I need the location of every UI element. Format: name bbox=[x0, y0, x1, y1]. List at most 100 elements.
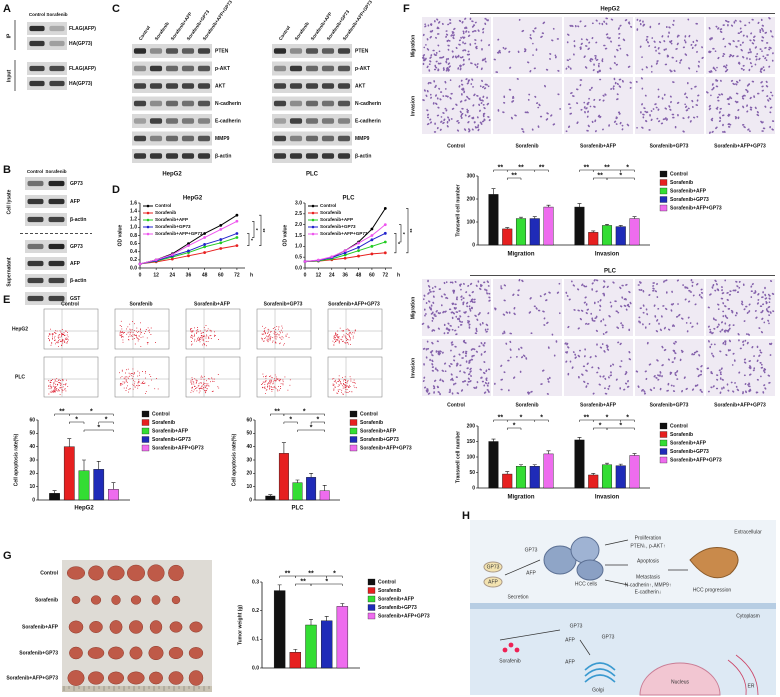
blot-band bbox=[149, 135, 163, 142]
significance: * bbox=[540, 414, 543, 421]
blot-band bbox=[165, 48, 179, 54]
diagram-text: GP73 bbox=[525, 547, 538, 553]
point bbox=[203, 251, 207, 254]
diagram-text: Extracellular bbox=[734, 529, 762, 535]
bracket bbox=[247, 233, 250, 246]
error-bar bbox=[82, 459, 86, 471]
point bbox=[203, 243, 207, 246]
blot-band bbox=[305, 153, 319, 159]
error-bar bbox=[532, 216, 537, 219]
cells bbox=[706, 79, 775, 134]
bar bbox=[306, 477, 317, 501]
legend-swatch bbox=[659, 456, 668, 464]
band-label: GST bbox=[70, 296, 80, 302]
tumor bbox=[107, 671, 125, 685]
significance: ** bbox=[300, 578, 306, 585]
point bbox=[235, 219, 239, 223]
legend-marker bbox=[311, 204, 315, 208]
legend-label: Sorafenib bbox=[152, 420, 175, 426]
significance: * bbox=[520, 414, 523, 421]
error-bar bbox=[505, 471, 510, 475]
row-label: Sorafenib+GP73 bbox=[19, 650, 58, 656]
blot-band bbox=[337, 118, 351, 124]
error-bar bbox=[618, 225, 623, 227]
flow-dots bbox=[190, 325, 219, 347]
significance: * bbox=[90, 408, 93, 415]
y-tick-label: 1.6 bbox=[130, 200, 137, 206]
tumor bbox=[149, 620, 163, 634]
legend-label: Control bbox=[378, 579, 396, 585]
x-tick-label: Migration bbox=[508, 252, 535, 258]
legend-label: Control bbox=[670, 171, 688, 177]
bracket bbox=[506, 177, 522, 180]
y-tick-label: 0.0 bbox=[252, 665, 259, 671]
point bbox=[138, 262, 142, 266]
cells bbox=[564, 341, 631, 395]
significance: ** bbox=[285, 570, 291, 577]
legend-label: Control bbox=[320, 203, 336, 208]
legend-label: Sorafenib bbox=[360, 420, 383, 426]
bar bbox=[574, 439, 585, 489]
blot-band bbox=[133, 118, 147, 124]
legend-marker bbox=[311, 225, 315, 229]
blot-band bbox=[149, 153, 163, 159]
blot-strip bbox=[27, 77, 67, 90]
legend-label: Sorafenib+AFP bbox=[320, 217, 353, 222]
flow-dots bbox=[190, 374, 220, 394]
blot-band bbox=[305, 65, 319, 72]
bracket bbox=[283, 413, 325, 416]
point bbox=[343, 249, 347, 253]
significance: * bbox=[325, 578, 328, 585]
error-bar bbox=[591, 230, 596, 233]
error-bar bbox=[605, 224, 609, 226]
tumor bbox=[130, 595, 142, 605]
y-tick-label: 0.4 bbox=[130, 249, 137, 255]
flow-plot bbox=[327, 308, 383, 350]
legend-label: Sorafenib+GP73 bbox=[155, 224, 191, 229]
point bbox=[357, 241, 360, 245]
legend-swatch bbox=[141, 427, 150, 435]
band-label: HA(GP73) bbox=[69, 81, 93, 87]
hcc-cell bbox=[570, 536, 600, 564]
blot-band bbox=[165, 100, 179, 107]
protein-label: E-cadherin bbox=[355, 118, 381, 124]
point bbox=[316, 258, 320, 262]
error-bar bbox=[577, 203, 582, 208]
cells bbox=[706, 339, 773, 395]
significance: ** bbox=[518, 164, 524, 171]
tumor bbox=[68, 620, 84, 634]
bar bbox=[305, 624, 317, 669]
bar bbox=[529, 466, 540, 489]
secreted-protein bbox=[483, 576, 503, 588]
y-tick-label: 3.0 bbox=[295, 200, 302, 206]
bar bbox=[488, 194, 499, 246]
cells bbox=[565, 17, 633, 74]
blot-band bbox=[29, 80, 45, 87]
legend-label: Control bbox=[670, 423, 688, 429]
blot-band bbox=[27, 216, 44, 223]
transwell-image bbox=[422, 17, 491, 74]
protein-label: β-actin bbox=[355, 153, 371, 159]
point bbox=[383, 231, 387, 235]
point bbox=[343, 256, 347, 260]
point bbox=[357, 246, 360, 249]
tumor bbox=[88, 565, 104, 581]
blot-strip bbox=[27, 22, 67, 35]
point bbox=[383, 240, 387, 244]
cells bbox=[494, 278, 561, 336]
y-tick-label: 0.3 bbox=[252, 579, 259, 585]
legend-swatch bbox=[367, 604, 376, 611]
diagram-text: GP73 bbox=[570, 623, 583, 629]
y-tick-label: 200 bbox=[467, 423, 476, 429]
column-label: Sorafenib+AFP bbox=[194, 301, 231, 307]
band-label: β-actin bbox=[70, 217, 86, 223]
point bbox=[154, 258, 158, 262]
transwell-image bbox=[493, 339, 562, 396]
significance: ** bbox=[406, 229, 412, 233]
diagram-text: Metastasis bbox=[636, 574, 660, 580]
flow-dots bbox=[261, 325, 290, 346]
transwell-image bbox=[635, 17, 704, 74]
legend-label: Sorafenib bbox=[320, 210, 341, 215]
arrows bbox=[499, 539, 688, 656]
blot-band bbox=[321, 118, 335, 124]
